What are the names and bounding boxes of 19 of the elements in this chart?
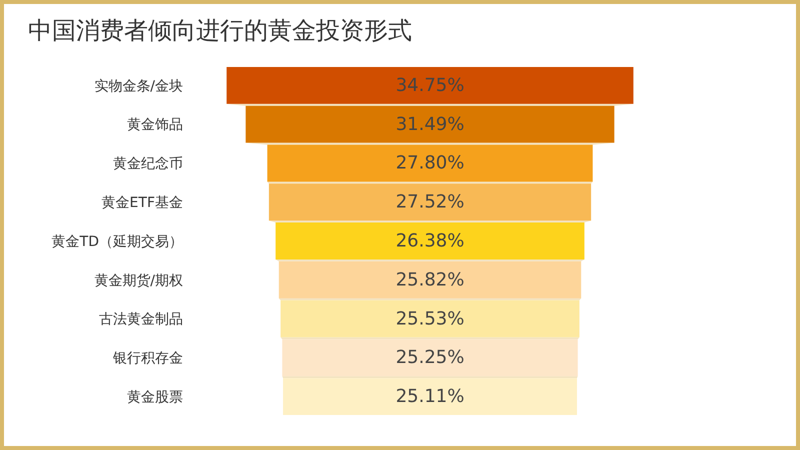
data-label: 34.75% xyxy=(396,74,464,96)
data-label: 25.11% xyxy=(396,386,464,408)
category-label: 古法黄金制品 xyxy=(99,312,183,328)
data-label: 25.25% xyxy=(396,347,464,368)
category-label: 实物金条/金块 xyxy=(94,78,183,94)
data-label: 26.38% xyxy=(396,230,464,252)
category-label: 黄金纪念币 xyxy=(113,156,183,172)
data-label: 25.53% xyxy=(396,308,464,330)
text: 中国消费者倾向进行的黄金投资形式 xyxy=(28,16,412,44)
data-label: 25.82% xyxy=(396,269,464,290)
data-label: 27.52% xyxy=(396,192,464,213)
category-label: 黄金饰品 xyxy=(127,117,183,134)
category-label: 黄金期货/期权 xyxy=(94,272,183,289)
data-label: 31.49% xyxy=(396,114,464,135)
category-label: 银行积存金 xyxy=(112,350,183,367)
category-label: 黄金股票 xyxy=(127,389,183,406)
category-label: 黄金TD（延期交易） xyxy=(52,234,183,250)
category-label: 黄金ETF基金 xyxy=(102,195,183,212)
data-label: 27.80% xyxy=(396,152,464,174)
